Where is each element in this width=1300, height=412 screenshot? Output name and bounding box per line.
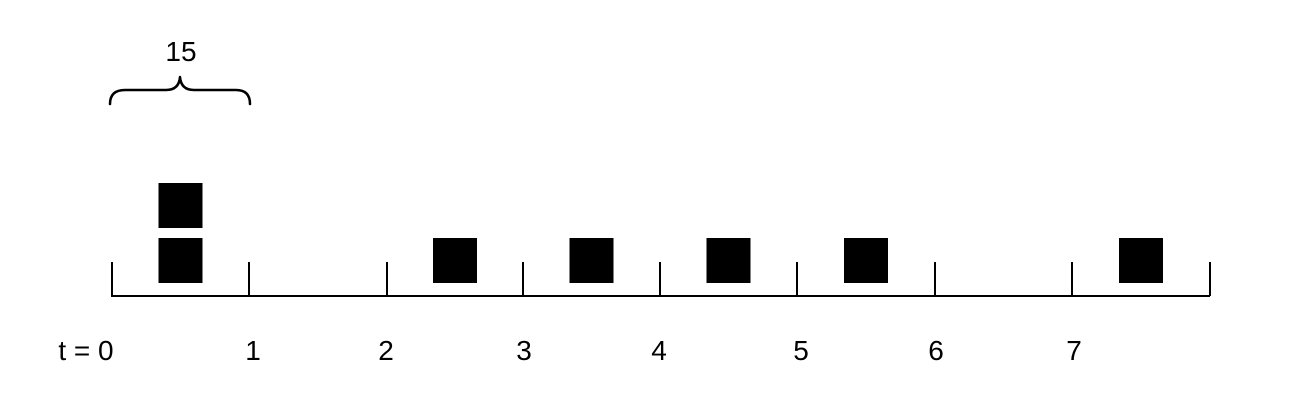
event-block-4-0 [706, 238, 751, 283]
event-block-5-0 [844, 238, 888, 283]
brace-label: 15 [165, 36, 196, 67]
event-block-3-0 [569, 238, 614, 283]
event-block-2-0 [433, 238, 477, 283]
event-blocks [158, 183, 1163, 283]
event-block-0-1 [158, 183, 203, 228]
tick-label-3: 3 [516, 335, 532, 366]
tick-label-4: 4 [651, 335, 667, 366]
tick-label-2: 2 [378, 335, 394, 366]
brace [108, 75, 252, 106]
tick-label-1: 1 [245, 335, 261, 366]
event-block-0-0 [158, 238, 203, 283]
tick-label-6: 6 [928, 335, 944, 366]
tick-label-0: t = 0 [58, 335, 113, 366]
event-block-7-0 [1119, 238, 1163, 283]
axis-ticks [111, 262, 1211, 296]
axis-tick-labels: t = 0 1 2 3 4 5 6 7 [58, 335, 1081, 366]
tick-label-5: 5 [793, 335, 809, 366]
tick-label-7: 7 [1066, 335, 1082, 366]
